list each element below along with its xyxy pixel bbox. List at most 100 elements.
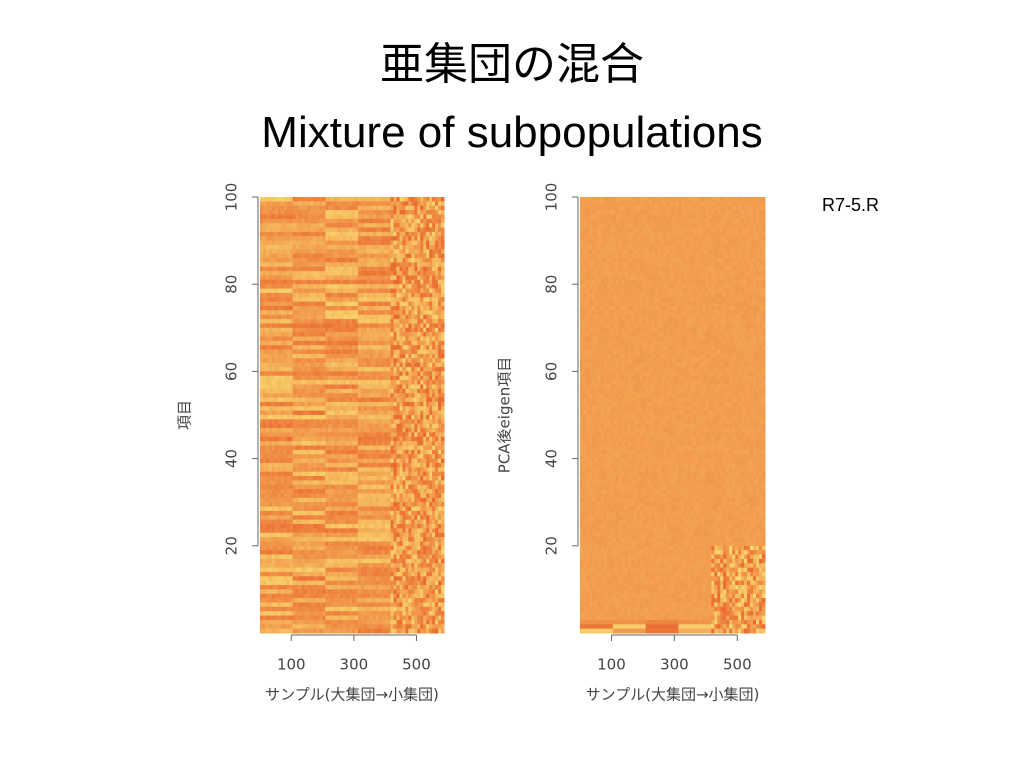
heatmap-cell: [360, 214, 365, 220]
heatmap-cell: [384, 231, 389, 237]
heatmap-cell: [301, 441, 306, 447]
heatmap-cell: [414, 519, 418, 525]
heatmap-cell: [349, 358, 353, 364]
heatmap-cell: [423, 388, 427, 394]
heatmap-cell: [349, 284, 353, 290]
heatmap-cell: [313, 218, 317, 224]
heatmap-cell: [322, 397, 326, 403]
heatmap-cell: [310, 349, 314, 355]
heatmap-cell: [384, 284, 389, 290]
heatmap-cell: [346, 349, 350, 355]
heatmap-cell: [372, 506, 377, 512]
heatmap-cell: [417, 493, 421, 499]
heatmap-cell: [420, 384, 424, 390]
heatmap-cell: [357, 541, 362, 547]
heatmap-cell: [405, 449, 409, 455]
heatmap-cell: [420, 528, 424, 534]
heatmap-cell: [396, 502, 400, 508]
heatmap-cell: [384, 502, 389, 508]
heatmap-cell: [378, 445, 383, 451]
heatmap-cell: [295, 284, 300, 290]
heatmap-cell: [313, 319, 317, 324]
heatmap-cell: [381, 510, 386, 516]
heatmap-cell: [304, 310, 308, 316]
heatmap-cell: [334, 528, 338, 534]
heatmap-cell: [357, 489, 362, 494]
heatmap-cell: [354, 436, 359, 442]
heatmap-cell: [354, 340, 359, 346]
heatmap-cell: [423, 436, 427, 442]
heatmap-cell: [366, 462, 371, 468]
heatmap-cell: [337, 445, 341, 451]
heatmap-cell: [346, 467, 350, 473]
heatmap-cell: [334, 423, 338, 429]
heatmap-cell: [381, 380, 386, 385]
heatmap-cell: [292, 301, 297, 307]
heatmap-cell: [340, 375, 344, 381]
heatmap-cell: [349, 410, 353, 416]
heatmap-cell: [260, 323, 264, 329]
heatmap-cell: [301, 489, 306, 494]
heatmap-cell: [402, 231, 406, 237]
heatmap-cell: [260, 258, 264, 263]
heatmap-cell: [346, 445, 350, 451]
heatmap-cell: [405, 537, 409, 542]
heatmap-cell: [378, 371, 383, 377]
heatmap-cell: [399, 336, 403, 342]
heatmap-cell: [325, 428, 329, 433]
heatmap-cell: [408, 314, 412, 320]
heatmap-cell: [408, 397, 412, 403]
heatmap-cell: [304, 323, 308, 329]
heatmap-cell: [408, 223, 412, 229]
heatmap-cell: [295, 210, 300, 215]
heatmap-cell: [441, 415, 445, 420]
heatmap-cell: [283, 471, 288, 477]
heatmap-cell: [343, 489, 347, 494]
heatmap-cell: [384, 532, 389, 538]
heatmap-cell: [316, 218, 320, 224]
heatmap-cell: [363, 515, 368, 521]
heatmap-cell: [357, 388, 362, 394]
heatmap-cell: [328, 428, 332, 433]
heatmap-cell: [343, 205, 347, 211]
heatmap-cell: [378, 214, 383, 220]
heatmap-cell: [402, 262, 406, 268]
heatmap-cell: [274, 349, 279, 355]
heatmap-cell: [390, 393, 395, 399]
heatmap-cell: [366, 537, 371, 542]
heatmap-cell: [414, 449, 418, 455]
heatmap-cell: [334, 279, 338, 285]
heatmap-cell: [340, 532, 344, 538]
heatmap-cell: [438, 336, 442, 342]
heatmap-cell: [393, 301, 398, 307]
heatmap-cell: [408, 210, 412, 215]
heatmap-cell: [420, 231, 424, 237]
heatmap-cell: [396, 458, 400, 464]
heatmap-cell: [260, 284, 264, 290]
heatmap-cell: [301, 214, 306, 220]
heatmap-cell: [337, 467, 341, 473]
heatmap-cell: [438, 301, 442, 307]
heatmap-cell: [363, 393, 368, 399]
heatmap-cell: [325, 419, 329, 425]
heatmap-cell: [432, 358, 436, 364]
heatmap-cell: [295, 519, 300, 525]
heatmap-cell: [301, 471, 306, 477]
heatmap-cell: [283, 314, 288, 320]
heatmap-cell: [441, 197, 445, 202]
heatmap-cell: [417, 537, 421, 542]
heatmap-cell: [313, 367, 317, 372]
heatmap-cell: [369, 541, 374, 547]
heatmap-cell: [295, 484, 300, 490]
heatmap-cell: [414, 306, 418, 311]
heatmap-cell: [372, 253, 377, 259]
heatmap-cell: [408, 201, 412, 207]
heatmap-cell: [262, 471, 267, 477]
heatmap-cell: [408, 519, 412, 525]
heatmap-cell: [384, 310, 389, 316]
heatmap-cell: [363, 397, 368, 403]
heatmap-cell: [295, 301, 300, 307]
heatmap-cell: [325, 410, 329, 416]
heatmap-cell: [414, 493, 418, 499]
heatmap-cell: [325, 223, 329, 229]
